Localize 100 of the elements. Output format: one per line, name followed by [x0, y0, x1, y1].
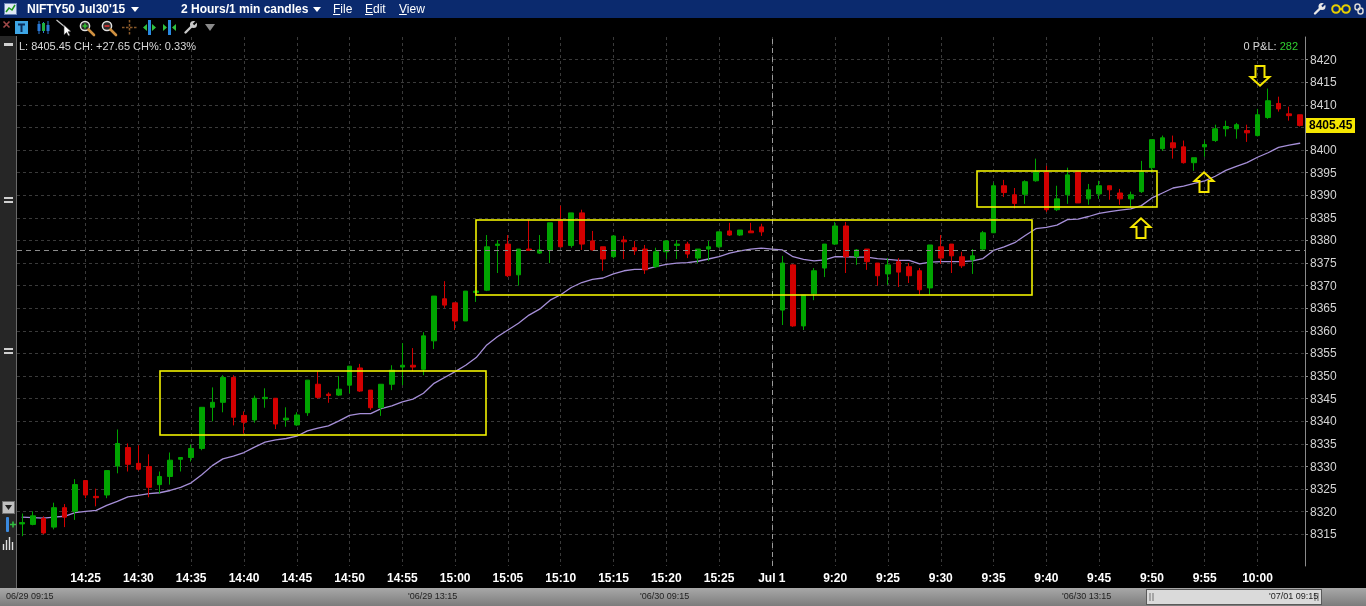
candlestick [231, 374, 236, 426]
x-tick-label: 15:25 [703, 571, 735, 585]
candlestick [72, 478, 78, 521]
y-tick-label: 8410 [1310, 97, 1338, 112]
y-tick-label: 8375 [1310, 256, 1338, 271]
candlestick [1212, 124, 1218, 143]
candlestick [305, 379, 310, 417]
candlestick [326, 391, 331, 404]
candlestick [896, 257, 901, 288]
candlestick [19, 513, 25, 537]
candlestick [621, 235, 627, 260]
candlestick [1033, 158, 1039, 183]
x-tick-label: 14:25 [70, 571, 102, 585]
candlestick [600, 246, 606, 272]
candlestick [568, 212, 574, 249]
candlestick [927, 244, 933, 296]
y-tick-label: 8335 [1310, 436, 1338, 451]
candlestick [463, 290, 468, 322]
candlestick [252, 395, 257, 424]
y-tick-label: 8365 [1310, 301, 1338, 316]
candlestick [1160, 135, 1165, 152]
candlestick [199, 406, 205, 451]
candlestick [1255, 108, 1260, 137]
candlestick [906, 262, 912, 284]
candlestick [115, 428, 120, 474]
candlestick [695, 248, 701, 264]
candlestick [790, 263, 796, 328]
y-tick-label: 8395 [1310, 165, 1338, 180]
candlestick [811, 267, 817, 301]
y-tick-label: 8380 [1310, 233, 1338, 248]
candlestick [368, 389, 373, 411]
candlestick [484, 234, 490, 292]
x-tick-label: 9:25 [875, 571, 901, 585]
x-tick-label: 14:35 [175, 571, 207, 585]
candlestick [832, 221, 838, 246]
candlestick [83, 480, 88, 499]
candlestick [632, 240, 637, 256]
candlestick [1022, 179, 1028, 205]
y-tick-label: 8345 [1310, 391, 1338, 406]
candlestick [1012, 187, 1017, 209]
candlestick [167, 452, 173, 486]
candlestick [410, 347, 416, 372]
candlestick [759, 223, 764, 237]
y-tick-label: 8320 [1310, 504, 1338, 519]
candlestick [1181, 140, 1186, 165]
candlestick [262, 387, 268, 409]
candlestick [30, 510, 36, 526]
y-tick-label: 8325 [1310, 482, 1338, 497]
x-tick-label: 10:00 [1242, 571, 1274, 585]
candlestick [980, 230, 986, 252]
candlestick [188, 443, 194, 463]
candlestick [241, 410, 247, 435]
candlestick [716, 231, 722, 249]
candlestick [157, 471, 162, 495]
candlestick [642, 244, 648, 275]
candlestick [843, 221, 849, 274]
y-tick-label: 8340 [1310, 414, 1338, 429]
candlestick [727, 222, 732, 237]
candlestick [495, 239, 500, 274]
candlestick [970, 248, 975, 275]
text: '07/01 09:15 [1269, 591, 1319, 602]
candlestick [378, 383, 384, 417]
candlestick [421, 331, 426, 376]
candlestick [1170, 135, 1176, 160]
candlestick [1065, 167, 1070, 205]
candlestick [315, 370, 321, 400]
x-tick-label: 14:55 [386, 571, 419, 585]
candlestick [220, 374, 226, 413]
x-tick-label: 15:10 [545, 571, 577, 585]
x-tick-label: 14:30 [123, 571, 155, 585]
candlestick [1244, 124, 1250, 143]
candlestick [283, 406, 289, 428]
candlestick [51, 502, 57, 530]
candlestick [294, 411, 300, 427]
candlestick [1276, 96, 1281, 113]
y-tick-label: 8370 [1310, 278, 1338, 293]
text: File [333, 2, 353, 16]
text: '06/29 13:15 [408, 591, 458, 602]
candlestick [537, 234, 542, 255]
candlestick [1075, 171, 1081, 204]
candlestick [1286, 106, 1292, 122]
candlestick [442, 280, 447, 309]
candlestick [93, 488, 99, 507]
candlestick [663, 239, 669, 260]
x-tick-label: 14:40 [228, 571, 260, 585]
x-tick-label: 15:15 [598, 571, 630, 585]
candlestick [1107, 185, 1112, 201]
y-tick-label: 8415 [1310, 75, 1338, 90]
x-tick-label: 14:50 [334, 571, 366, 585]
candlestick [611, 234, 616, 259]
y-tick-label: 8350 [1310, 369, 1338, 384]
candlestick [104, 470, 110, 499]
text: 8405.45 [1306, 118, 1356, 133]
text: Edit [365, 2, 386, 16]
chart-title: NIFTY50 Jul30'15 [27, 2, 126, 16]
candlestick [1265, 88, 1271, 120]
candlestick [1096, 180, 1102, 200]
candlestick [1086, 183, 1091, 206]
line-series [21, 142, 1301, 519]
y-tick-label: 8315 [1310, 527, 1338, 542]
